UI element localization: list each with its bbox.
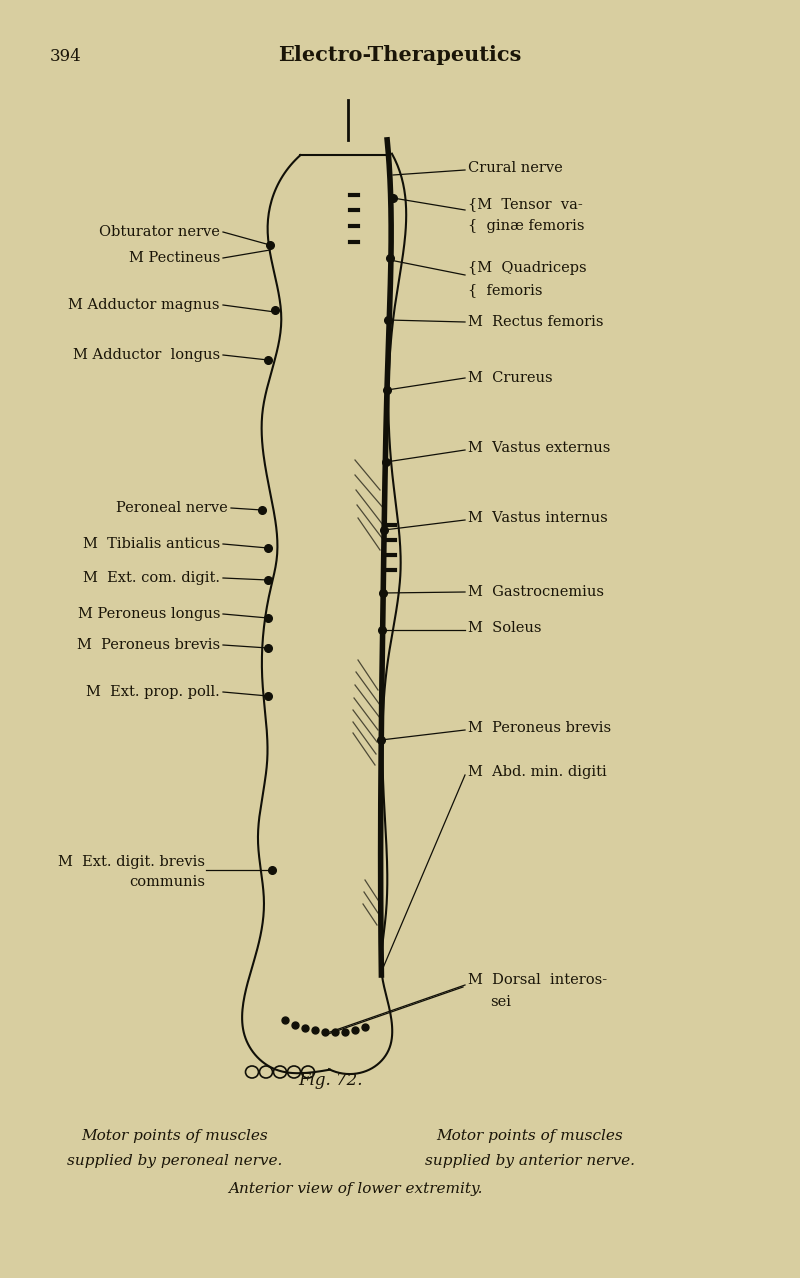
- Text: M Peroneus longus: M Peroneus longus: [78, 607, 220, 621]
- Text: Crural nerve: Crural nerve: [468, 161, 562, 175]
- Text: {M  Quadriceps: {M Quadriceps: [468, 261, 586, 275]
- Text: sei: sei: [490, 996, 511, 1010]
- Text: M  Peroneus brevis: M Peroneus brevis: [77, 638, 220, 652]
- Text: M  Ext. digit. brevis: M Ext. digit. brevis: [58, 855, 205, 869]
- Text: Motor points of muscles: Motor points of muscles: [82, 1128, 268, 1143]
- Text: {  femoris: { femoris: [468, 282, 542, 296]
- Text: M  Vastus internus: M Vastus internus: [468, 511, 608, 525]
- Text: M  Abd. min. digiti: M Abd. min. digiti: [468, 766, 606, 780]
- Text: {M  Tensor  va-: {M Tensor va-: [468, 197, 582, 211]
- Text: M  Peroneus brevis: M Peroneus brevis: [468, 721, 611, 735]
- Text: Peroneal nerve: Peroneal nerve: [116, 501, 228, 515]
- Text: M  Crureus: M Crureus: [468, 371, 553, 385]
- Text: M  Dorsal  interos-: M Dorsal interos-: [468, 973, 607, 987]
- Text: Obturator nerve: Obturator nerve: [99, 225, 220, 239]
- Text: Motor points of muscles: Motor points of muscles: [437, 1128, 623, 1143]
- Text: {  ginæ femoris: { ginæ femoris: [468, 219, 585, 233]
- Text: 394: 394: [50, 49, 82, 65]
- Text: Anterior view of lower extremity.: Anterior view of lower extremity.: [228, 1182, 482, 1196]
- Text: M Pectineus: M Pectineus: [129, 250, 220, 265]
- Text: supplied by anterior nerve.: supplied by anterior nerve.: [425, 1154, 635, 1168]
- Text: communis: communis: [129, 875, 205, 889]
- Text: supplied by peroneal nerve.: supplied by peroneal nerve.: [67, 1154, 282, 1168]
- Text: Fig. 72.: Fig. 72.: [298, 1072, 362, 1089]
- Text: M  Ext. com. digit.: M Ext. com. digit.: [83, 571, 220, 585]
- Text: M  Soleus: M Soleus: [468, 621, 542, 635]
- Text: M  Ext. prop. poll.: M Ext. prop. poll.: [86, 685, 220, 699]
- Text: M  Vastus externus: M Vastus externus: [468, 441, 610, 455]
- Text: M  Tibialis anticus: M Tibialis anticus: [82, 537, 220, 551]
- Text: M  Rectus femoris: M Rectus femoris: [468, 314, 603, 328]
- Text: M Adductor magnus: M Adductor magnus: [69, 298, 220, 312]
- Text: M Adductor  longus: M Adductor longus: [73, 348, 220, 362]
- Text: Electro-Therapeutics: Electro-Therapeutics: [278, 45, 522, 65]
- Text: M  Gastrocnemius: M Gastrocnemius: [468, 585, 604, 599]
